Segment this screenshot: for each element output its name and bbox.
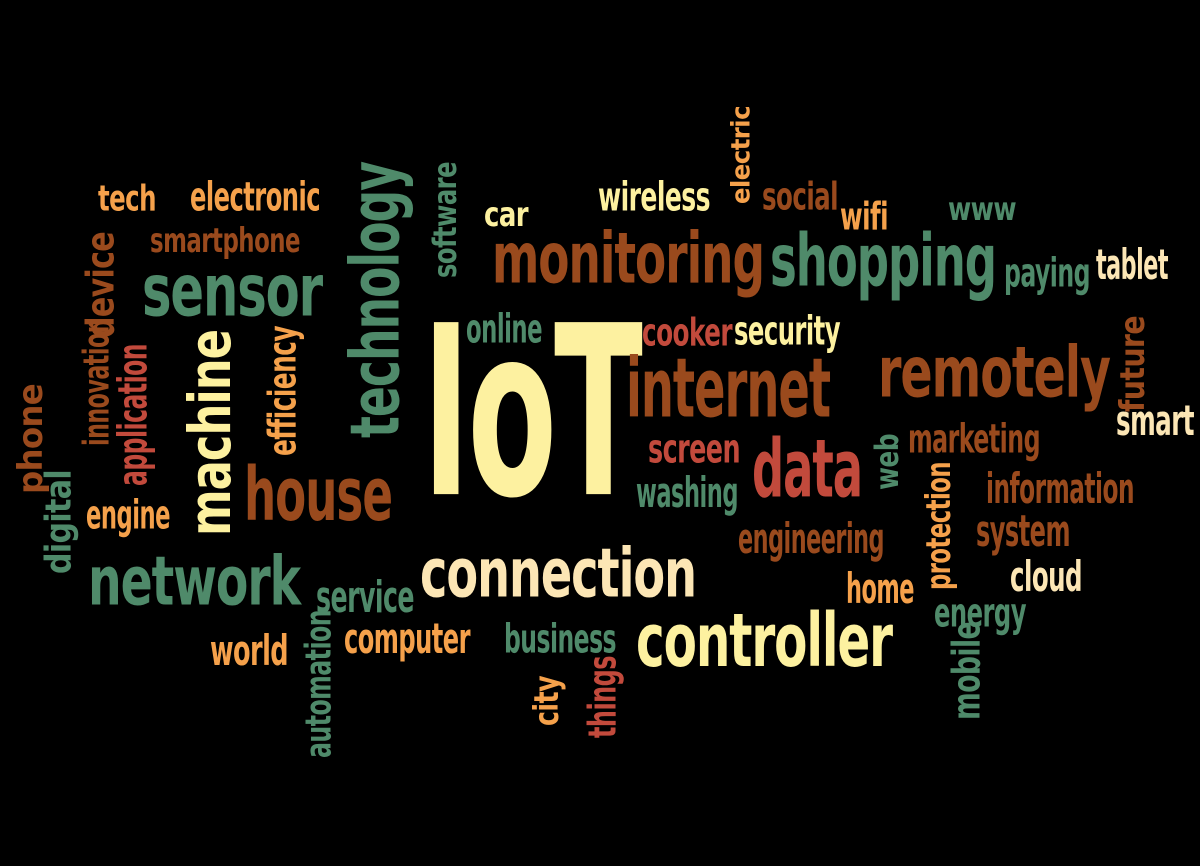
word-cloud: cloud <box>1010 552 1083 602</box>
word-engine: engine <box>86 492 171 539</box>
word-web: web <box>869 434 907 490</box>
word-smart: smart <box>1116 396 1195 446</box>
word-tech: tech <box>98 178 157 220</box>
word-wifi: wifi <box>840 194 889 239</box>
word-online: online <box>466 306 543 353</box>
word-security: security <box>734 308 841 355</box>
word-protection: protection <box>918 462 959 590</box>
word-automation: automation <box>298 610 340 758</box>
word-controller: controller <box>636 597 893 684</box>
word-remotely: remotely <box>878 331 1111 414</box>
word-social: social <box>762 174 839 219</box>
word-machine: machine <box>176 330 245 536</box>
word-energy: energy <box>934 590 1027 637</box>
word-service: service <box>316 572 415 624</box>
word-computer: computer <box>344 614 471 664</box>
word-smartphone: smartphone <box>150 220 301 261</box>
word-software: software <box>427 162 465 278</box>
word-paying: paying <box>1004 250 1091 297</box>
word-business: business <box>504 616 617 663</box>
word-car: car <box>484 194 529 235</box>
word-city: city <box>526 676 567 726</box>
word-network: network <box>88 542 301 622</box>
word-cooker: cooker <box>642 310 733 355</box>
word-home: home <box>846 564 914 614</box>
word-application: application <box>110 344 157 486</box>
word-iot: IoT <box>422 275 643 551</box>
word-mobile: mobile <box>944 622 989 720</box>
word-things: things <box>580 656 625 738</box>
word-system: system <box>976 506 1071 558</box>
word-screen: screen <box>648 426 741 473</box>
word-tablet: tablet <box>1096 240 1168 290</box>
word-monitoring: monitoring <box>492 217 765 300</box>
word-washing: washing <box>636 468 739 518</box>
word-world: world <box>210 626 289 676</box>
word-technology: technology <box>336 162 416 438</box>
word-marketing: marketing <box>908 416 1041 463</box>
word-data: data <box>752 423 863 517</box>
word-shopping: shopping <box>770 219 997 303</box>
word-internet: internet <box>626 340 831 436</box>
word-information: information <box>986 464 1135 514</box>
word-house: house <box>244 451 393 538</box>
word-electric: electric <box>725 106 756 204</box>
word-wireless: wireless <box>598 174 711 221</box>
word-sensor: sensor <box>142 249 323 333</box>
word-engineering: engineering <box>738 514 884 564</box>
word-electronic: electronic <box>190 174 321 221</box>
word-connection: connection <box>420 534 697 614</box>
word-efficiency: efficiency <box>260 326 305 456</box>
word-digital: digital <box>38 470 80 574</box>
word-www: www <box>948 191 1017 229</box>
